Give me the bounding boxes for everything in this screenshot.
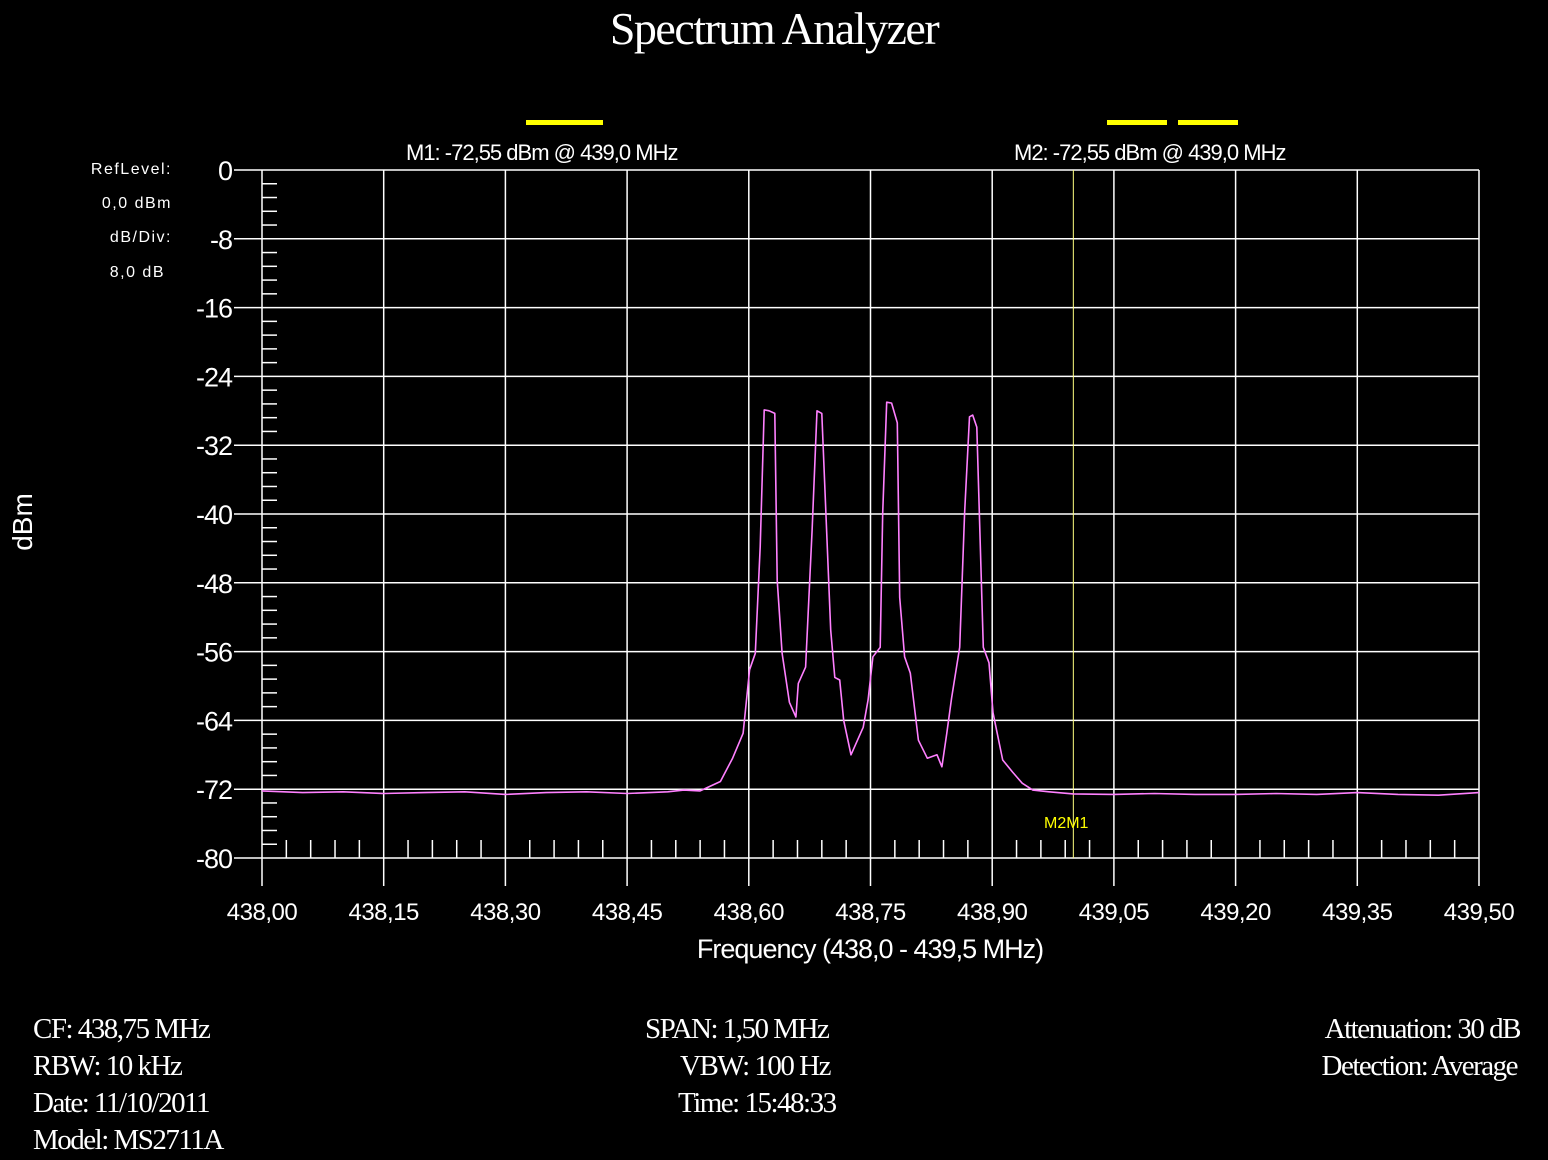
marker-m1-readout: M1: -72,55 dBm @ 439,0 MHz <box>406 140 678 165</box>
x-tick-label: 438,75 <box>835 899 906 926</box>
x-tick-label: 439,05 <box>1079 899 1150 926</box>
info-right: Attenuation: 30 dB Detection: Average <box>1321 1011 1522 1085</box>
y-tick-label: -48 <box>196 569 232 599</box>
info-center: SPAN: 1,50 MHz VBW: 100 Hz Time: 15:48:3… <box>645 1011 837 1122</box>
time: Time: 15:48:33 <box>678 1087 837 1119</box>
chart-title: Spectrum Analyzer <box>609 3 940 54</box>
marker-m2-readout: M2: -72,55 dBm @ 439,0 MHz <box>1014 140 1286 165</box>
ref-level-label: RefLevel: <box>90 161 172 178</box>
y-tick-label: -64 <box>196 706 233 736</box>
model: Model: MS2711A <box>33 1124 224 1156</box>
date: Date: 11/10/2011 <box>33 1087 211 1119</box>
attenuation: Attenuation: 30 dB <box>1324 1013 1522 1045</box>
x-tick-label: 438,30 <box>470 899 541 926</box>
y-tick-label: -80 <box>196 844 232 874</box>
db-div-label: dB/Div: <box>109 229 172 246</box>
x-tick-label: 438,00 <box>227 899 298 926</box>
x-tick-label: 438,45 <box>592 899 663 926</box>
x-tick-label: 438,15 <box>348 899 419 926</box>
marker-label: M2M1 <box>1044 815 1089 832</box>
x-axis-label: Frequency (438,0 - 439,5 MHz) <box>696 934 1044 964</box>
marker-indicator-bar <box>1178 120 1238 125</box>
y-axis-label: dBm <box>6 493 38 551</box>
y-tick-label: -72 <box>196 775 232 805</box>
marker-indicator-bar <box>526 120 603 125</box>
y-tick-label: 0 <box>218 156 232 186</box>
vbw: VBW: 100 Hz <box>680 1050 831 1082</box>
y-tick-label: -56 <box>196 638 232 668</box>
span: SPAN: 1,50 MHz <box>645 1013 830 1045</box>
x-tick-label: 438,60 <box>714 899 785 926</box>
x-tick-label: 439,35 <box>1322 899 1393 926</box>
db-div-value: 8,0 dB <box>109 264 165 281</box>
info-left: CF: 438,75 MHz RBW: 10 kHz Date: 11/10/2… <box>33 1011 224 1159</box>
ref-level-value: 0,0 dBm <box>101 195 172 212</box>
y-tick-label: -32 <box>196 431 232 461</box>
marker-indicator-bar <box>1107 120 1167 125</box>
y-tick-label: -16 <box>196 294 232 324</box>
y-tick-label: -8 <box>210 225 232 255</box>
y-tick-label: -24 <box>196 362 233 392</box>
detection: Detection: Average <box>1321 1050 1519 1082</box>
rbw: RBW: 10 kHz <box>33 1050 183 1082</box>
x-tick-label: 439,50 <box>1444 899 1515 926</box>
x-tick-label: 439,20 <box>1200 899 1271 926</box>
y-tick-label: -40 <box>196 500 232 530</box>
center-frequency: CF: 438,75 MHz <box>33 1013 211 1045</box>
spectrum-trace <box>261 401 1480 797</box>
x-tick-label: 438,90 <box>957 899 1028 926</box>
